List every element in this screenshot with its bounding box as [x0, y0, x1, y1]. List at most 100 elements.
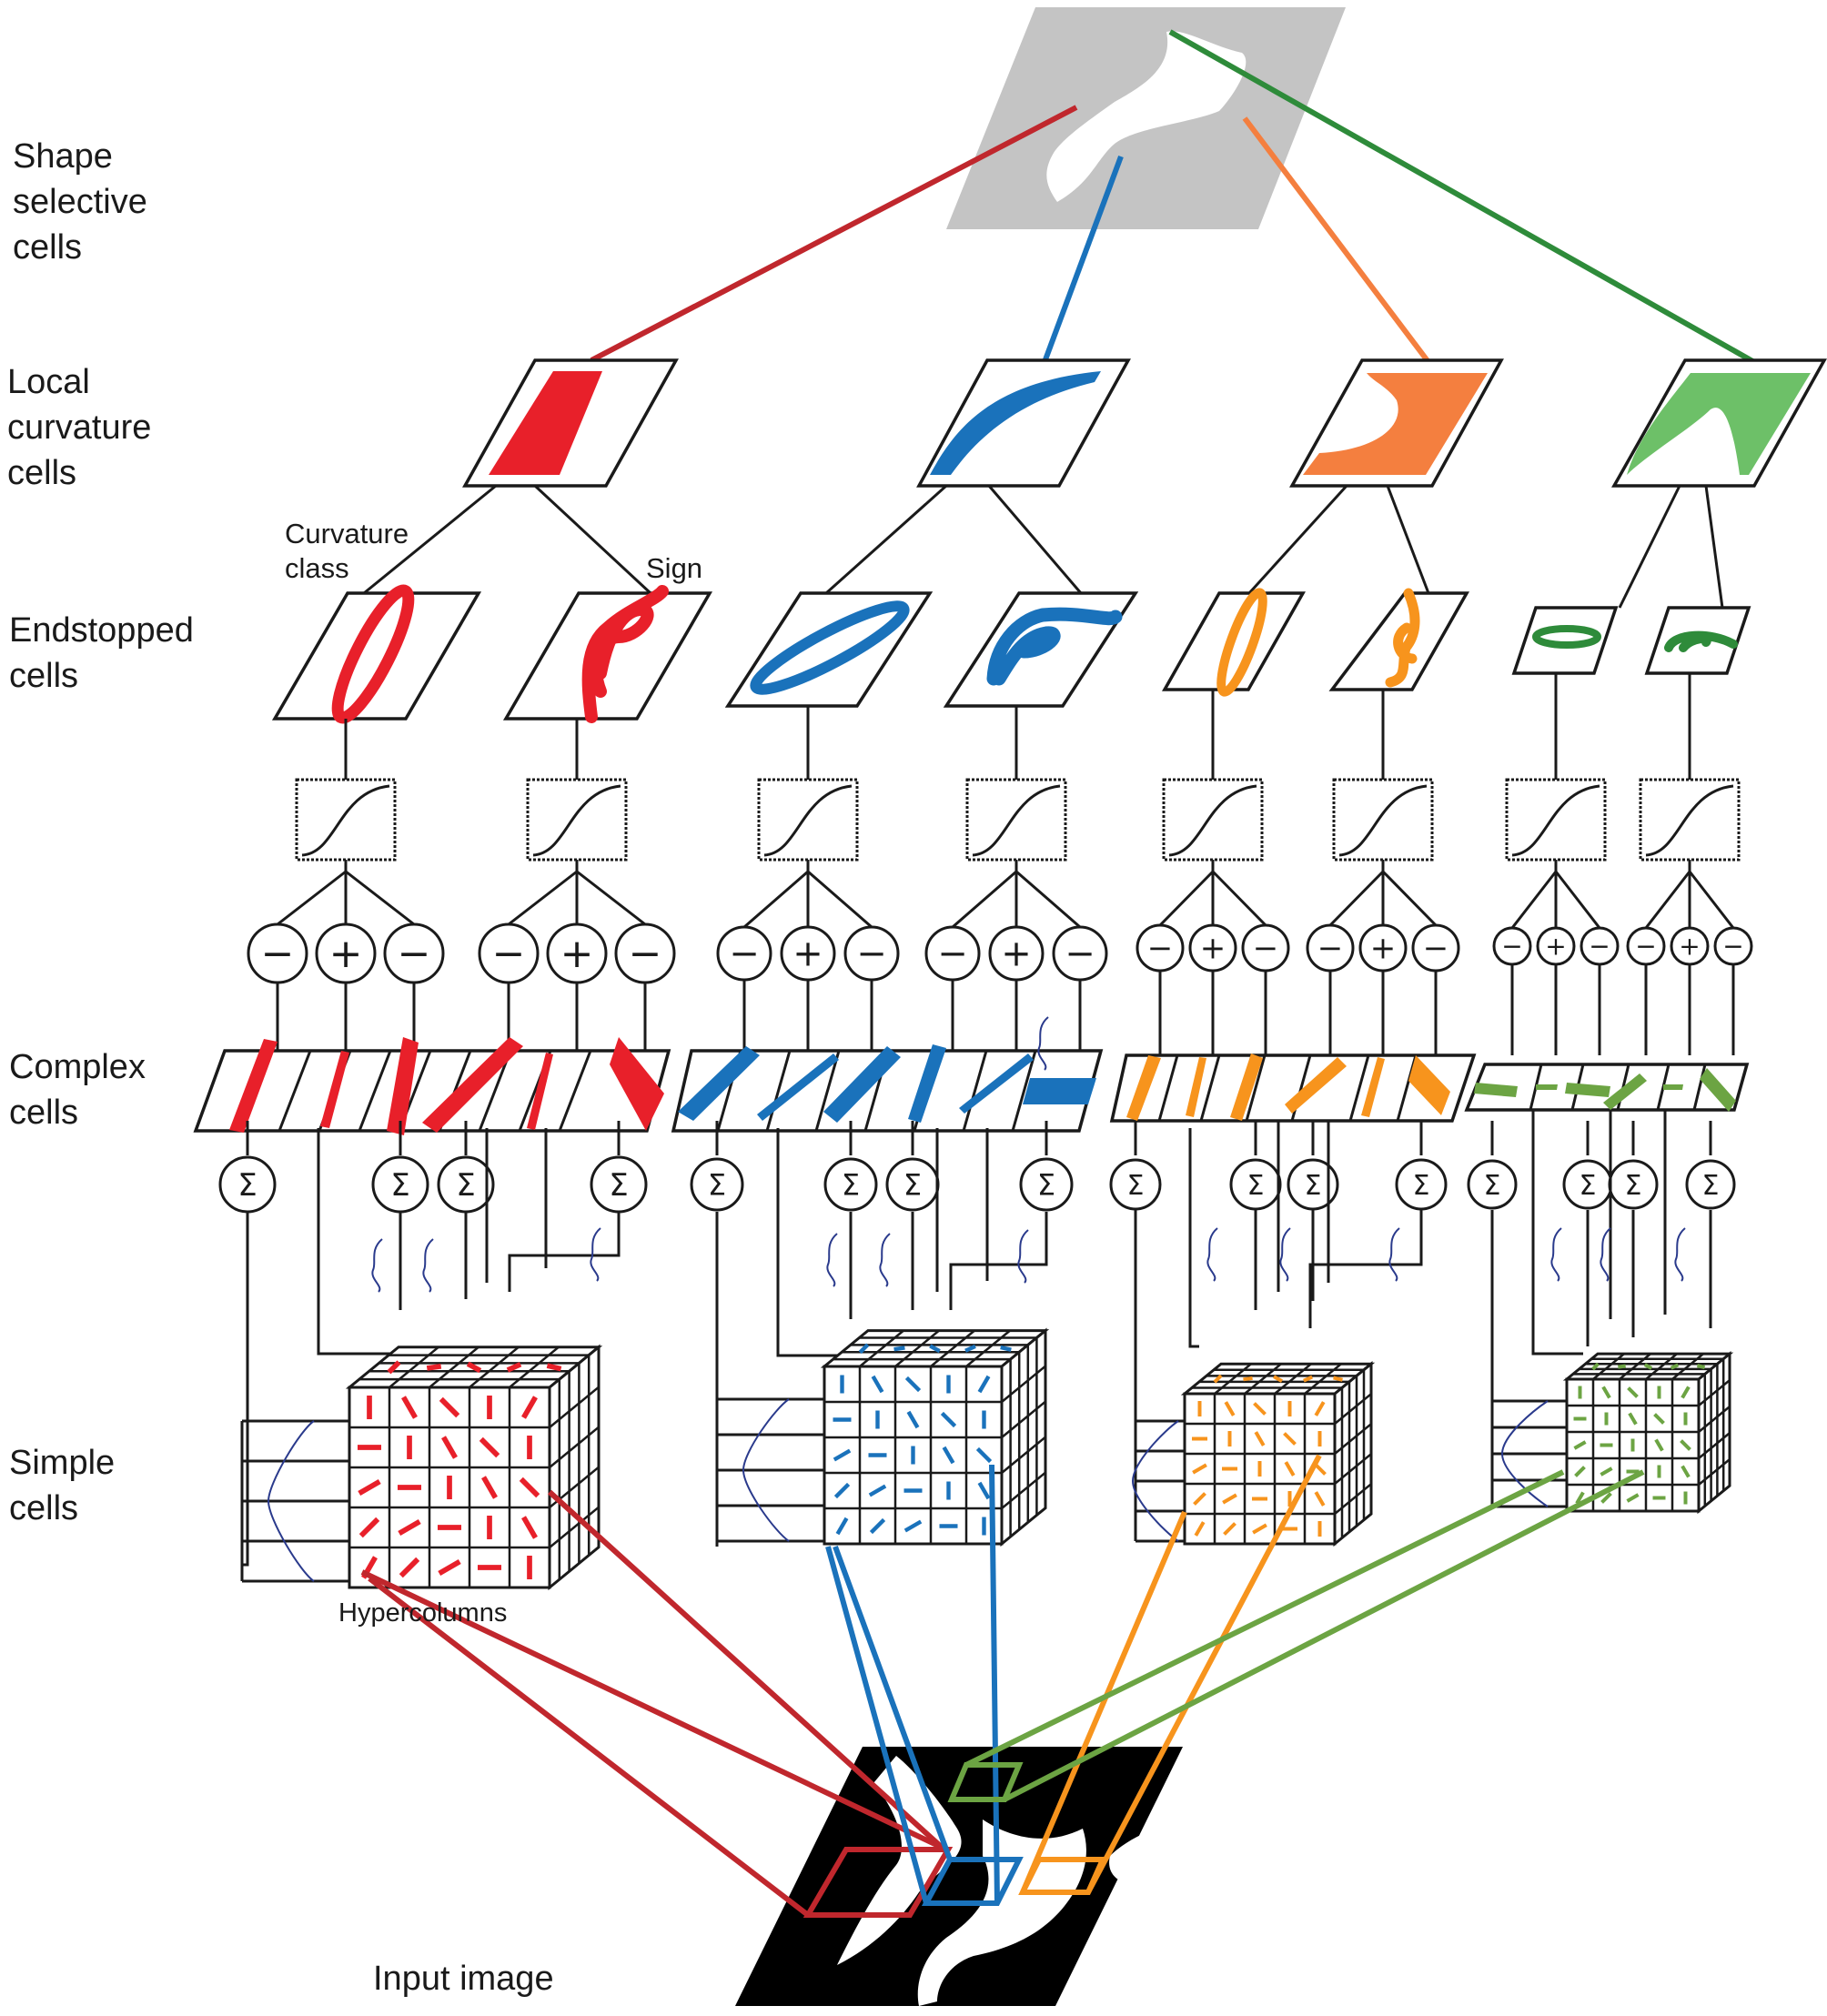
gaussian-wave-icon [267, 1420, 315, 1582]
orientation-tick [1573, 1440, 1587, 1450]
signed-combination-layer: − + − − + − − + − − + − − + − − + − − + − − + − [247, 870, 1753, 1055]
orientation-tick [868, 1484, 887, 1497]
shape-selective-cell [946, 7, 1346, 229]
local-curvature-cell-green [1611, 358, 1827, 488]
orientation-tick [1254, 1431, 1266, 1446]
orientation-tick [466, 1361, 482, 1374]
inhibitory-node [1626, 926, 1666, 966]
excitatory-node [315, 922, 377, 984]
sum-icon: Σ [690, 1121, 744, 1212]
pooling-wire [508, 1212, 621, 1292]
simple-cell-input-comb [715, 1397, 824, 1543]
orientation-tick [893, 1346, 905, 1352]
local-to-endstopped-connections [363, 484, 1724, 609]
gaussian-wave-icon [1500, 1400, 1549, 1507]
minus-symbol: − [1722, 932, 1743, 962]
sigma-symbol: Σ [456, 1167, 475, 1204]
inhibitory-node [1713, 926, 1753, 966]
orientation-tick [1575, 1491, 1585, 1505]
sigma-symbol: Σ [609, 1167, 628, 1204]
endstopped-cell [271, 584, 482, 724]
local-curvature-cell-red [462, 358, 679, 488]
orientation-tick [399, 1557, 420, 1578]
gaussian-wave-icon [1388, 1227, 1400, 1282]
gaussian-wave-icon [1037, 1016, 1049, 1071]
orientation-tick [1193, 1492, 1206, 1506]
pooling-wire [1308, 1210, 1423, 1328]
simple-cells [240, 1327, 1734, 1591]
sigmoid-icon [757, 778, 859, 872]
sum-icon: Σ [218, 1121, 277, 1214]
sigma-symbol: Σ [708, 1168, 726, 1203]
pooling-wire [949, 1212, 1048, 1310]
signed-node-group: − + − [478, 870, 676, 1055]
minus-symbol: − [261, 931, 295, 977]
orientation-tick [358, 1479, 381, 1496]
receptive-field-projections [360, 1454, 1645, 1918]
excitatory-node [1670, 926, 1710, 966]
excitatory-node [780, 925, 836, 982]
gaussian-wave-icon [590, 1227, 601, 1282]
minus-symbol: − [1501, 932, 1522, 962]
minus-symbol: − [398, 931, 431, 977]
orientation-tick [521, 1516, 538, 1539]
simple-cell-input-comb [1490, 1399, 1567, 1508]
excitatory-node [988, 925, 1045, 982]
signed-node-group: − + − [716, 870, 900, 1055]
orientation-tick [1224, 1401, 1236, 1416]
inhibitory-node [614, 922, 676, 984]
label-hypercolumns: Hypercolumns [338, 1598, 508, 1628]
simple-cell-input-comb [240, 1419, 349, 1583]
inhibitory-node [1306, 923, 1355, 973]
orientation-tick [358, 1517, 380, 1538]
orientation-tick [1192, 1463, 1207, 1475]
local-curvature-cell-blue [916, 358, 1131, 488]
label-sign: Sign [646, 552, 703, 584]
endstopped-cells [271, 584, 1751, 724]
orientation-tick [858, 1343, 870, 1355]
inhibitory-node [716, 925, 772, 982]
pooling-wire [242, 1212, 249, 1567]
gaussian-wave-icon [742, 1398, 790, 1542]
minus-symbol: − [729, 933, 760, 975]
orientation-tick [1600, 1492, 1612, 1504]
sum-icon: Σ [371, 1121, 429, 1214]
signed-node-group: − + − [1492, 871, 1620, 1055]
minus-symbol: − [629, 931, 662, 977]
pooling-wire [1531, 1110, 1583, 1356]
sigma-symbol: Σ [1484, 1170, 1501, 1202]
endstopped-cell [1161, 588, 1307, 697]
plus-symbol: + [1200, 931, 1226, 967]
endstopped-cell [943, 591, 1139, 708]
label-local-curvature-cells: Local curvature cells [7, 363, 152, 492]
gaussian-wave-icon [1550, 1227, 1562, 1282]
endstopped-cell [724, 591, 934, 708]
gaussian-wave-icon [826, 1233, 838, 1287]
sum-icon: Σ [1608, 1121, 1659, 1210]
orientation-tick [1574, 1466, 1586, 1477]
orientation-tick [519, 1477, 540, 1498]
orientation-tick [1626, 1493, 1640, 1503]
gaussian-wave-icon [422, 1238, 434, 1293]
inhibitory-node [1580, 926, 1620, 966]
orientation-tick [1627, 1386, 1639, 1398]
sigmoid-icon [1639, 778, 1741, 872]
orientation-tick [942, 1446, 955, 1465]
orientation-tick [1314, 1401, 1326, 1416]
minus-symbol: − [1317, 931, 1344, 967]
sum-icon: Σ [1109, 1121, 1162, 1211]
gaussian-wave-icon [1017, 1229, 1029, 1284]
excitatory-node [1188, 923, 1237, 973]
sigma-symbol: Σ [1127, 1170, 1145, 1202]
orientation-tick [1696, 1364, 1706, 1369]
hypercolumn-cube-icon [1562, 1350, 1734, 1515]
orientation-tick [1333, 1376, 1343, 1382]
orientation-tick [940, 1411, 957, 1428]
orientation-tick [387, 1360, 401, 1375]
orientation-tick [1654, 1438, 1664, 1452]
gaussian-wave-icon [371, 1238, 383, 1293]
sigma-symbol: Σ [1305, 1170, 1322, 1202]
label-curvature-class: Curvature class [285, 518, 409, 584]
sigma-symbol: Σ [1413, 1170, 1430, 1202]
plus-symbol: + [1370, 931, 1397, 967]
